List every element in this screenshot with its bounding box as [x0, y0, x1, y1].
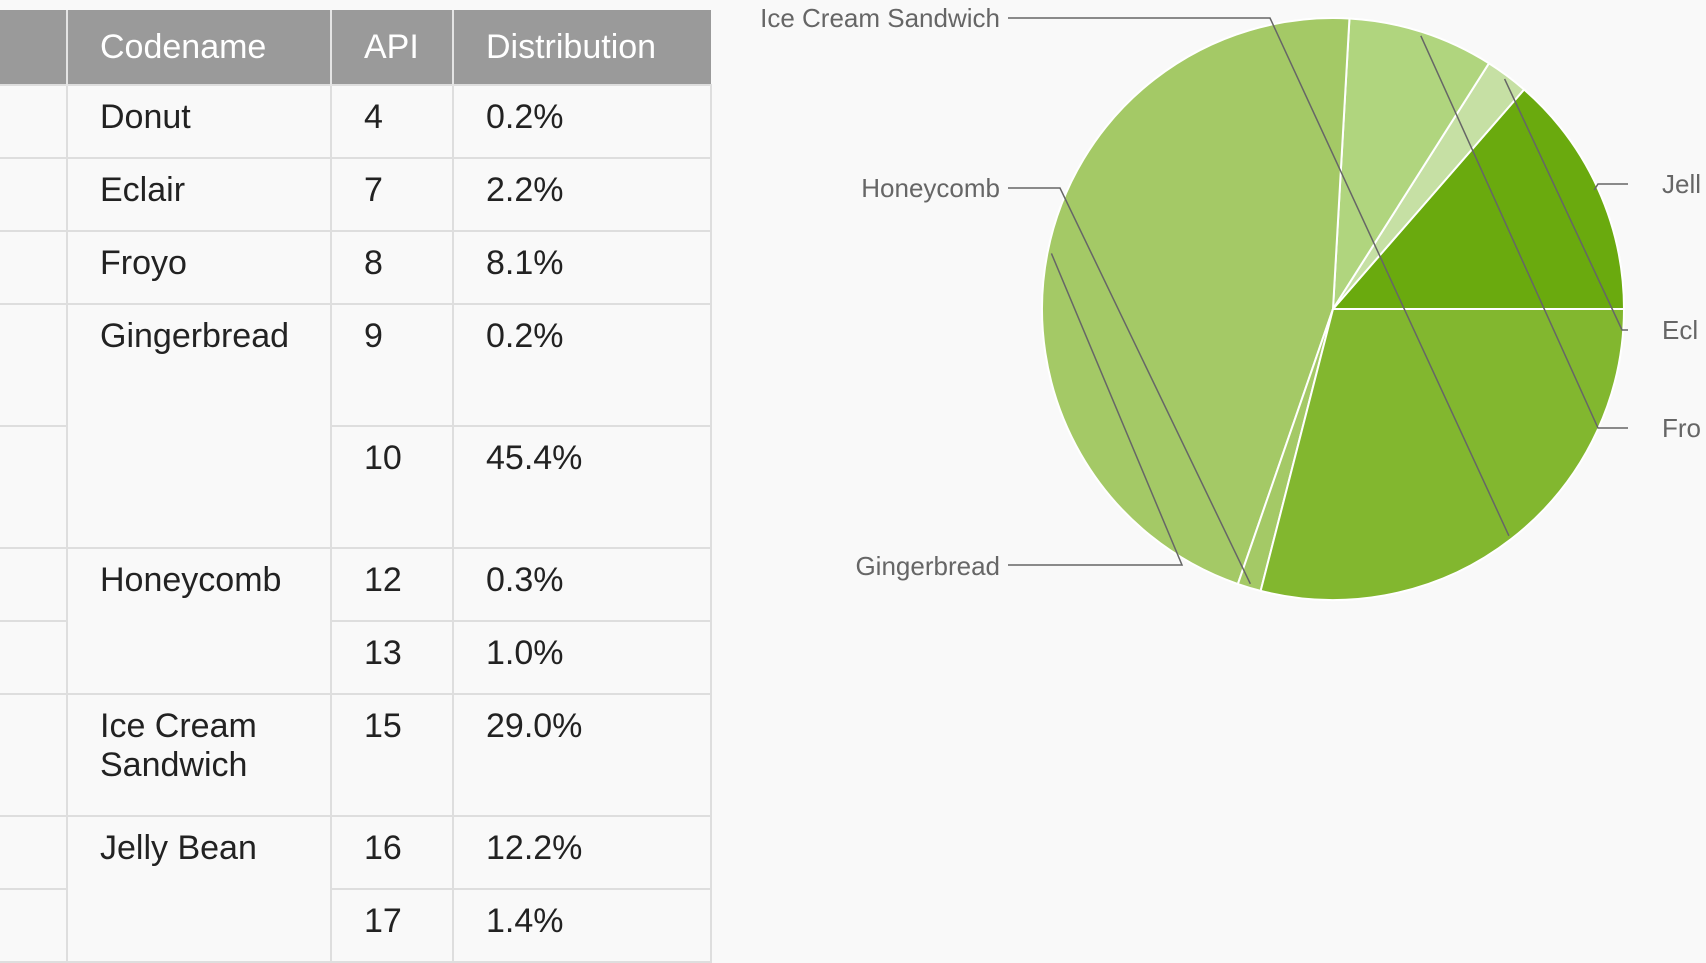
table-row: Gingerbread 9 0.2%: [0, 303, 712, 549]
table-row: Eclair 7 2.2%: [0, 157, 712, 232]
distribution-cell: 2.2%: [452, 157, 712, 232]
table-row: - Ice Cream Sandwich 15 29.0%: [0, 693, 712, 817]
callout-line: [1008, 17, 1510, 537]
version-cell: [0, 303, 68, 427]
callout-line: [1503, 78, 1628, 331]
codename-cell: Honeycomb: [66, 547, 332, 695]
distribution-cell: 8.1%: [452, 230, 712, 305]
slice-label: Honeycomb: [861, 173, 1000, 203]
pie-slices: [1041, 17, 1626, 601]
callout-line: [1420, 35, 1628, 429]
distribution-cell: 0.3%: [452, 547, 712, 622]
version-cell: [0, 230, 68, 305]
version-cell: [0, 815, 68, 890]
callout-line: [1593, 183, 1628, 191]
codename-cell: Donut: [66, 84, 332, 159]
slice-label: Fro: [1662, 413, 1701, 443]
api-cell: 16: [330, 815, 454, 890]
version-cell: [0, 620, 68, 695]
slice-label: Jell: [1662, 169, 1701, 199]
codename-cell: Gingerbread: [66, 303, 332, 549]
table-row: - 10 45.4%: [0, 425, 712, 549]
api-cell: 9: [330, 303, 454, 427]
table-row: Jelly Bean 16 12.2%: [0, 815, 712, 963]
version-cell: [0, 547, 68, 622]
pie-slice: [1331, 17, 1491, 313]
table-row: 13 1.0%: [0, 620, 712, 695]
pie-slice: [1259, 308, 1626, 601]
distribution-cell: 12.2%: [452, 815, 712, 890]
table-row: Honeycomb 12 0.3%: [0, 547, 712, 695]
distribution-cell: 1.0%: [452, 620, 712, 695]
api-cell: 15: [330, 693, 454, 817]
version-cell: [0, 84, 68, 159]
header-distribution: Distribution: [453, 10, 711, 85]
api-cell: 13: [330, 620, 454, 695]
callout-line: [1008, 187, 1252, 585]
codename-cell: Eclair: [66, 157, 332, 232]
slice-label: Ice Cream Sandwich: [760, 3, 1000, 33]
table-row: Donut 4 0.2%: [0, 84, 712, 159]
pie-slice: [1041, 17, 1351, 586]
distribution-cell: 29.0%: [452, 693, 712, 817]
header-version: on: [0, 10, 68, 85]
api-cell: 7: [330, 157, 454, 232]
header-codename: Codename: [67, 10, 332, 85]
callout-line: [1008, 253, 1184, 566]
slice-label: Gingerbread: [855, 551, 1000, 581]
version-cell: -: [0, 693, 68, 817]
version-cell: -: [0, 425, 68, 549]
table-header-row: on Codename API Distribution: [0, 10, 711, 85]
distribution-cell: 0.2%: [452, 84, 712, 159]
header-api: API: [331, 10, 454, 85]
slice-label: Ecl: [1662, 315, 1698, 345]
distribution-cell: 45.4%: [452, 425, 712, 549]
pie-callouts: Jell Ecl Fro Gingerbread Honeycomb Ice Cream …: [760, 3, 1701, 585]
pie-slice: [1330, 88, 1626, 310]
api-cell: 12: [330, 547, 454, 622]
codename-cell: Froyo: [66, 230, 332, 305]
api-cell: 8: [330, 230, 454, 305]
distribution-cell: 0.2%: [452, 303, 712, 427]
api-cell: 4: [330, 84, 454, 159]
api-cell: 10: [330, 425, 454, 549]
version-cell: [0, 157, 68, 232]
version-cell: [0, 888, 68, 963]
table-row: Froyo 8 8.1%: [0, 230, 712, 305]
codename-cell: Ice Cream Sandwich: [66, 693, 332, 817]
